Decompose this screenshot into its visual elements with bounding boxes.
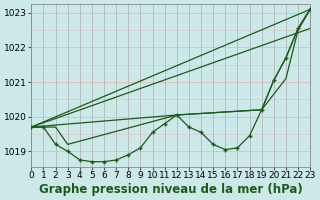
X-axis label: Graphe pression niveau de la mer (hPa): Graphe pression niveau de la mer (hPa) — [39, 183, 303, 196]
